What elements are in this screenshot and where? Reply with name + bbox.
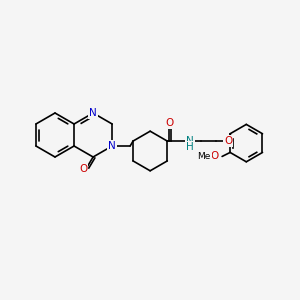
Text: O: O (210, 152, 218, 161)
Text: O: O (224, 136, 232, 146)
Text: N: N (186, 136, 194, 146)
Text: Me: Me (197, 152, 211, 161)
Text: N: N (89, 108, 97, 118)
Text: H: H (186, 142, 194, 152)
Text: O: O (79, 164, 87, 174)
Text: O: O (165, 118, 173, 128)
Text: N: N (108, 141, 116, 151)
